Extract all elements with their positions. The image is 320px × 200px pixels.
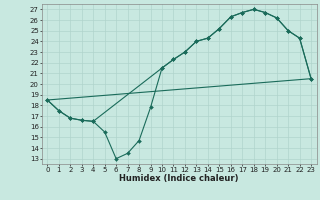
X-axis label: Humidex (Indice chaleur): Humidex (Indice chaleur) — [119, 174, 239, 183]
